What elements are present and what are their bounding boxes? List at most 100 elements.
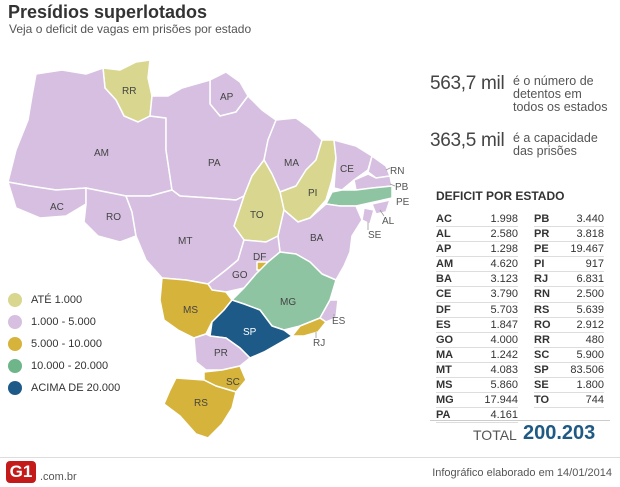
stat-detentos-desc-line: é o número de: [513, 74, 594, 88]
stat-detentos-desc: é o número de detentos em todos os estad…: [513, 75, 608, 114]
deficit-value: 1.998: [490, 213, 518, 225]
deficit-value: 1.298: [490, 243, 518, 256]
page-subtitle: Veja o deficit de vagas em prisões por e…: [9, 22, 252, 36]
stat-capacidade-desc-line: das prisões: [513, 144, 577, 158]
state-rs[interactable]: [163, 377, 237, 439]
deficit-uf: PR: [534, 228, 550, 241]
label-pa: PA: [208, 158, 221, 169]
label-al: AL: [382, 216, 395, 227]
map-legend: ATÉ 1.000 1.000 - 5.000 5.000 - 10.000 1…: [8, 289, 120, 399]
deficit-row: SE 1.800: [534, 378, 604, 394]
deficit-value: 6.831: [576, 273, 604, 286]
g1-logo-text: .com.br: [40, 471, 77, 483]
leader-rn: [385, 167, 391, 171]
deficit-value: 4.000: [490, 333, 518, 346]
deficit-uf: AP: [436, 243, 452, 256]
g1-logo[interactable]: G1 .com.br: [6, 461, 77, 483]
label-pr: PR: [214, 348, 228, 359]
page-title: Presídios superlotados: [8, 2, 208, 22]
legend-label: 5.000 - 10.000: [31, 338, 102, 350]
deficit-uf: MG: [436, 394, 454, 407]
legend-label: 1.000 - 5.000: [31, 316, 96, 328]
deficit-uf: GO: [436, 333, 454, 346]
deficit-row: MA 1.242: [436, 348, 518, 363]
deficit-uf: RR: [534, 333, 550, 346]
legend-label: ACIMA DE 20.000: [31, 382, 121, 394]
deficit-row: SC 5.900: [534, 348, 604, 363]
deficit-row: PB 3.440: [534, 212, 604, 228]
label-ap: AP: [220, 92, 234, 103]
deficit-value: 3.123: [490, 273, 518, 286]
deficit-value: 83.506: [570, 363, 604, 376]
brazil-map: RR AP AM PA MA CE AC RO TO PI MT BA DF G…: [7, 59, 410, 439]
label-am: AM: [94, 148, 109, 159]
legend-swatch: [8, 359, 22, 373]
legend-label: 10.000 - 20.000: [31, 360, 109, 372]
label-es: ES: [332, 316, 346, 327]
total-divider: [430, 420, 610, 421]
deficit-uf: RN: [534, 288, 550, 301]
label-pi: PI: [308, 188, 317, 199]
state-rn[interactable]: [367, 155, 391, 179]
leader-pb: [389, 183, 396, 187]
label-ce: CE: [340, 164, 354, 175]
deficit-value: 2.912: [576, 318, 604, 331]
legend-item: 5.000 - 10.000: [8, 333, 120, 355]
deficit-uf: MT: [436, 363, 452, 376]
leader-al: [379, 209, 385, 217]
deficit-uf: AL: [436, 228, 451, 241]
deficit-value: 5.703: [490, 303, 518, 316]
deficit-row: PA 4.161: [436, 408, 518, 424]
legend-swatch: [8, 337, 22, 351]
deficit-uf: SP: [534, 363, 549, 376]
deficit-value: 480: [585, 333, 604, 346]
footer-divider: [0, 457, 620, 458]
deficit-value: 1.800: [576, 379, 604, 392]
legend-item: ATÉ 1.000: [8, 289, 120, 311]
deficit-uf: MS: [436, 379, 453, 392]
total-label: TOTAL: [473, 427, 517, 443]
stat-capacidade: 363,5 mil é a capacidade das prisões: [430, 130, 598, 158]
stat-detentos-desc-line: todos os estados: [513, 100, 608, 114]
state-pr[interactable]: [193, 333, 251, 371]
footer-credit: Infográfico elaborado em 14/01/2014: [432, 467, 612, 479]
deficit-value: 3.818: [576, 228, 604, 241]
deficit-row: MS 5.860: [436, 378, 518, 394]
legend-swatch: [8, 381, 22, 395]
deficit-uf: AC: [436, 213, 452, 225]
deficit-row: PE 19.467: [534, 242, 604, 258]
label-rs: RS: [194, 398, 208, 409]
label-go: GO: [232, 270, 248, 281]
state-se[interactable]: [361, 207, 375, 225]
stat-detentos-value: 563,7 mil: [430, 73, 505, 94]
deficit-value: 1.847: [490, 318, 518, 331]
deficit-uf: TO: [534, 394, 550, 407]
deficit-value: 3.440: [576, 213, 604, 225]
deficit-value: 744: [585, 394, 604, 407]
label-pe: PE: [396, 197, 410, 208]
deficit-row: AC 1.998: [436, 212, 518, 228]
legend-swatch: [8, 293, 22, 307]
label-to: TO: [250, 210, 264, 221]
deficit-row: RJ 6.831: [534, 272, 604, 288]
deficit-uf: SC: [534, 348, 550, 361]
label-ro: RO: [106, 212, 121, 223]
deficit-row: RR 480: [534, 333, 604, 348]
state-es[interactable]: [319, 299, 339, 323]
deficit-uf: SE: [534, 379, 549, 392]
deficit-uf: RJ: [534, 273, 549, 286]
label-ba: BA: [310, 233, 324, 244]
label-mg: MG: [280, 297, 296, 308]
deficit-value: 5.900: [576, 348, 604, 361]
label-rr: RR: [122, 86, 136, 97]
deficit-row: CE 3.790: [436, 287, 518, 303]
label-df: DF: [253, 252, 266, 263]
deficit-value: 2.500: [576, 288, 604, 301]
state-al[interactable]: [371, 199, 391, 215]
stat-capacidade-desc-line: é a capacidade: [513, 131, 598, 145]
deficit-row: AL 2.580: [436, 227, 518, 243]
deficit-uf: PE: [534, 243, 549, 256]
label-ac: AC: [50, 202, 64, 213]
legend-swatch: [8, 315, 22, 329]
label-rn: RN: [390, 166, 404, 177]
